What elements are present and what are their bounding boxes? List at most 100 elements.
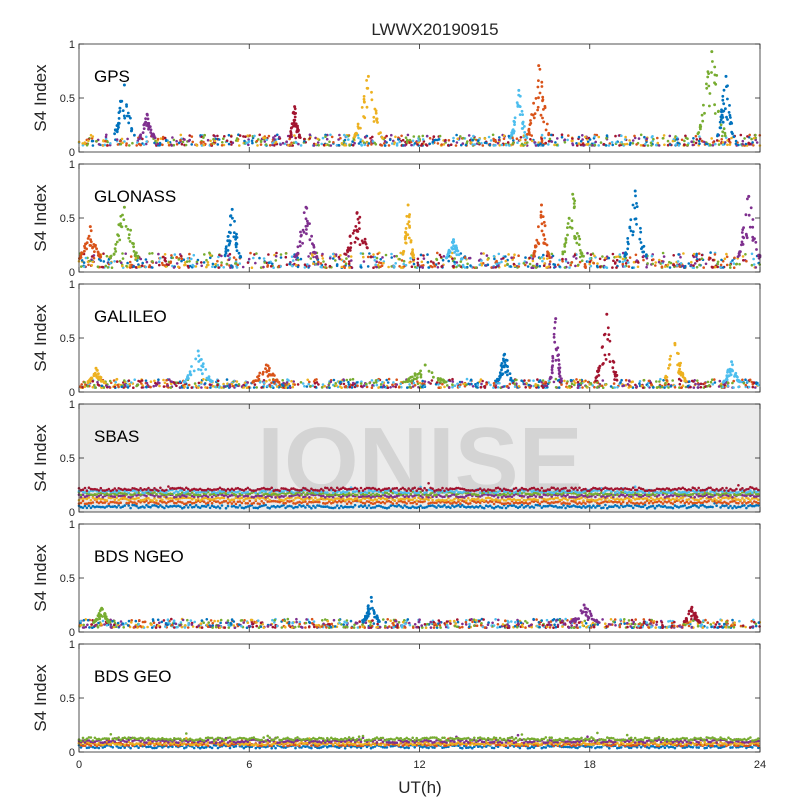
data-point — [532, 101, 535, 105]
data-point — [451, 383, 454, 386]
data-point — [678, 372, 682, 375]
data-point — [658, 380, 661, 383]
data-point — [721, 134, 724, 138]
data-point — [369, 255, 373, 259]
data-point — [399, 382, 403, 386]
data-point — [246, 494, 250, 498]
data-point — [115, 138, 119, 141]
data-point — [381, 256, 384, 259]
data-point — [337, 143, 341, 147]
data-point — [524, 386, 527, 389]
data-point — [81, 142, 84, 145]
data-point — [172, 138, 176, 142]
data-point — [436, 378, 440, 382]
data-point — [533, 112, 537, 115]
data-point — [460, 257, 464, 260]
data-point — [737, 143, 740, 147]
data-point — [655, 380, 658, 383]
data-point — [353, 503, 357, 507]
data-point — [661, 251, 665, 255]
data-point — [471, 138, 475, 142]
data-point — [337, 255, 341, 259]
data-point — [164, 139, 168, 142]
data-point — [422, 140, 426, 143]
data-point — [128, 260, 132, 264]
data-point — [482, 506, 486, 510]
data-point — [639, 226, 642, 230]
data-point — [329, 380, 333, 384]
peak-point — [724, 74, 728, 78]
data-point — [227, 142, 231, 146]
data-point — [125, 264, 128, 268]
data-point — [418, 371, 421, 375]
data-point — [291, 259, 295, 262]
data-point — [613, 372, 617, 376]
data-point — [205, 265, 208, 269]
data-point — [409, 257, 412, 260]
data-point — [441, 382, 444, 386]
data-point — [292, 380, 296, 383]
data-point — [314, 143, 318, 146]
data-point — [316, 141, 320, 144]
data-point — [199, 381, 203, 384]
data-point — [354, 131, 358, 135]
data-point — [342, 382, 346, 386]
data-point — [422, 257, 426, 260]
data-point — [403, 144, 407, 147]
data-point — [340, 386, 343, 390]
data-point — [438, 134, 442, 138]
data-point — [293, 383, 297, 386]
data-point — [668, 363, 671, 367]
data-point — [227, 133, 231, 137]
data-point — [378, 261, 381, 264]
data-point — [147, 127, 150, 131]
data-point — [462, 136, 465, 140]
data-point — [580, 251, 583, 255]
data-point — [127, 121, 131, 125]
data-point — [309, 384, 312, 388]
data-point — [82, 261, 86, 264]
data-point — [269, 265, 273, 268]
data-point — [742, 236, 746, 240]
data-point — [444, 256, 448, 260]
data-point — [698, 142, 701, 145]
data-point — [662, 379, 665, 382]
data-point — [425, 144, 429, 147]
data-point — [247, 138, 250, 141]
data-point — [117, 385, 120, 389]
data-point — [192, 253, 196, 257]
data-point — [406, 378, 410, 382]
data-point — [566, 386, 569, 389]
data-point — [321, 252, 324, 256]
data-point — [305, 232, 308, 236]
data-point — [471, 385, 475, 388]
data-point — [318, 498, 321, 501]
data-point — [726, 381, 730, 385]
data-point — [537, 96, 540, 100]
data-point — [714, 82, 718, 86]
data-point — [596, 265, 599, 269]
data-point — [314, 136, 317, 140]
data-point — [750, 252, 754, 256]
data-point — [600, 346, 604, 349]
data-point — [428, 142, 432, 146]
data-point — [367, 142, 371, 145]
data-point — [505, 359, 509, 362]
data-point — [190, 257, 193, 261]
data-point — [571, 142, 574, 145]
data-point — [317, 260, 320, 264]
data-point — [547, 265, 550, 268]
data-point — [440, 265, 444, 268]
data-point — [386, 386, 390, 390]
data-point — [422, 254, 425, 257]
data-point — [604, 144, 608, 147]
data-point — [535, 238, 539, 242]
data-point — [719, 118, 723, 122]
data-point — [210, 501, 214, 505]
data-point — [529, 121, 533, 125]
data-point — [679, 379, 683, 383]
data-point — [733, 373, 737, 377]
data-point — [551, 356, 555, 360]
data-point — [563, 379, 566, 383]
data-point — [373, 255, 377, 259]
